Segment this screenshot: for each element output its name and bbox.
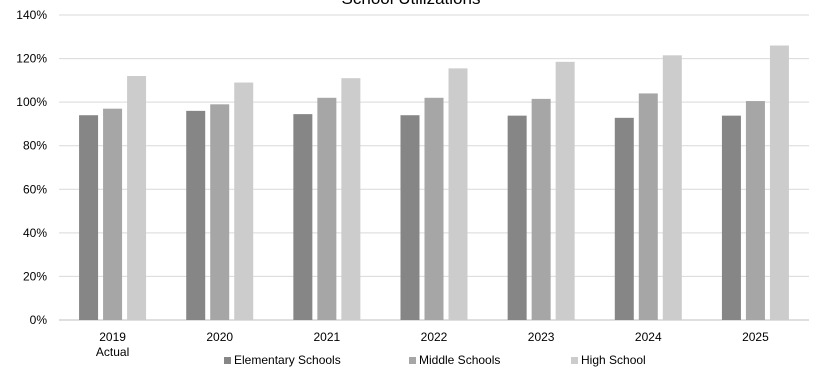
y-tick-label: 60%	[23, 182, 47, 196]
legend-item: Elementary Schools	[224, 353, 341, 367]
bar	[234, 82, 254, 321]
bar	[103, 108, 123, 320]
bar	[210, 104, 230, 320]
legend-swatch	[571, 357, 578, 364]
bar	[186, 110, 206, 320]
bar	[400, 115, 420, 320]
bar	[638, 93, 658, 320]
bar	[531, 98, 551, 320]
y-tick-label: 40%	[23, 226, 47, 240]
bar	[293, 114, 313, 320]
y-tick-label: 20%	[23, 269, 47, 283]
x-tick-label: 2022	[421, 330, 448, 344]
x-tick-label: 2021	[314, 330, 341, 344]
x-tick-sublabel: Actual	[96, 345, 129, 359]
legend-item: Middle Schools	[409, 353, 500, 367]
bar	[662, 55, 682, 321]
bar	[769, 45, 789, 320]
chart-title: School Utilizations	[342, 0, 481, 8]
legend: Elementary Schools Middle Schools High Sch…	[224, 353, 646, 367]
legend-label: High School	[581, 353, 646, 367]
bar	[79, 115, 99, 320]
x-tick-label: 2020	[206, 330, 233, 344]
legend-swatch	[409, 357, 416, 364]
legend-label: Elementary Schools	[234, 353, 341, 367]
bar	[448, 68, 468, 320]
y-axis-ticks: 0% 20% 40% 60% 80% 100% 120% 140%	[16, 8, 47, 327]
bar	[555, 61, 575, 320]
y-tick-label: 0%	[30, 313, 48, 327]
bar	[614, 117, 634, 320]
bar	[341, 78, 361, 320]
bar	[317, 97, 337, 321]
bar	[745, 101, 765, 320]
bars	[79, 45, 789, 321]
y-tick-label: 100%	[16, 95, 47, 109]
bar	[424, 97, 444, 321]
x-tick-label: 2023	[528, 330, 555, 344]
x-tick-label: 2019	[99, 330, 126, 344]
bar	[721, 115, 741, 321]
legend-item: High School	[571, 353, 646, 367]
bar	[507, 115, 527, 321]
x-tick-label: 2024	[635, 330, 662, 344]
legend-swatch	[224, 357, 231, 364]
y-tick-label: 140%	[16, 8, 47, 22]
x-tick-label: 2025	[742, 330, 769, 344]
y-tick-label: 80%	[23, 139, 47, 153]
legend-label: Middle Schools	[419, 353, 500, 367]
y-tick-label: 120%	[16, 52, 47, 66]
bar	[127, 76, 147, 320]
